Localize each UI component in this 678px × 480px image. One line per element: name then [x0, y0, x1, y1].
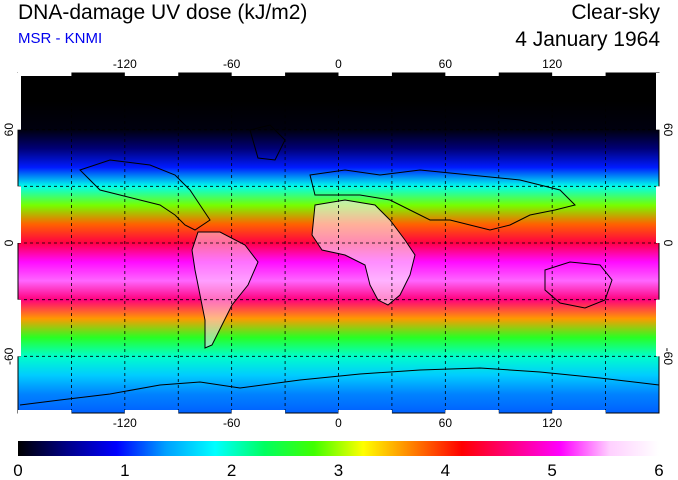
- colorbar-tick-label: 2: [227, 461, 236, 480]
- lat-tick-label-right: 60: [661, 123, 675, 137]
- colorbar-labels: 0 1 2 3 4 5 6: [13, 461, 663, 480]
- antarctica-outline: [19, 367, 660, 406]
- sky-condition-label: Clear-sky: [571, 1, 660, 24]
- colorbar-tick-label: 6: [654, 461, 663, 480]
- date-label: 4 January 1964: [515, 28, 660, 51]
- map-title: DNA-damage UV dose (kJ/m2): [18, 1, 308, 24]
- lon-tick-label-bottom: 0: [335, 416, 342, 430]
- colorbar-tick-label: 5: [547, 461, 556, 480]
- greenland-outline: [249, 124, 286, 161]
- frame-scale-segment: [124, 410, 179, 414]
- source-label: MSR - KNMI: [18, 30, 103, 47]
- lon-tick-label-top: 60: [439, 57, 453, 71]
- frame-scale-segment: [17, 186, 21, 243]
- north-america-outline: [79, 159, 211, 231]
- frame-scale-segment: [18, 72, 72, 76]
- lon-tick-label-top: 0: [335, 57, 342, 71]
- colorbar-tick-label: 3: [334, 461, 343, 480]
- lat-tick-label-left: 0: [2, 239, 16, 246]
- lon-tick-label-bottom: -60: [223, 416, 241, 430]
- africa-outline: [311, 199, 416, 306]
- lon-tick-label-top: 120: [542, 57, 562, 71]
- frame-scale-segment: [552, 72, 606, 76]
- frame-scale-segment: [17, 299, 21, 357]
- frame-scale-segment: [338, 410, 392, 414]
- frame-scale-segment: [18, 410, 72, 414]
- colorbar-tick-label: 1: [120, 461, 129, 480]
- colorbar-tick-label: 4: [441, 461, 450, 480]
- eurasia-outline: [309, 169, 576, 231]
- frame-scale-segment: [231, 410, 286, 414]
- frame-scale-segment: [656, 186, 660, 243]
- lat-tick-label-right: -60: [661, 348, 675, 366]
- frame-scale-segment: [124, 72, 179, 76]
- frame-scale-segment: [17, 73, 21, 130]
- axis-tick-labels: -120 -120 -60 -60 0 0 60 60 120 120 60 60 0 0 -60 -60: [2, 57, 675, 430]
- frame-scale-segment: [445, 72, 499, 76]
- lat-tick-label-left: 60: [2, 123, 16, 137]
- frame-scale-segment: [231, 72, 286, 76]
- australia-outline: [544, 261, 613, 309]
- frame-scale-segment: [338, 72, 392, 76]
- south-america-outline: [191, 231, 259, 349]
- lon-tick-label-bottom: 60: [439, 416, 453, 430]
- frame-scale-segment: [656, 299, 660, 357]
- lon-tick-label-top: -60: [223, 57, 241, 71]
- lat-tick-label-left: -60: [2, 347, 16, 365]
- colorbar: [18, 441, 659, 456]
- lon-tick-label-bottom: 120: [542, 416, 562, 430]
- lat-tick-label-right: 0: [661, 240, 675, 247]
- frame-scale-segment: [552, 410, 606, 414]
- graticule: [18, 73, 659, 413]
- frame-scale-segment: [445, 410, 499, 414]
- colorbar-tick-label: 0: [13, 461, 22, 480]
- frame-scale-bars: [17, 72, 660, 414]
- lon-tick-label-bottom: -120: [113, 416, 137, 430]
- frame-scale-segment: [656, 73, 660, 130]
- continents: [19, 124, 660, 406]
- lon-tick-label-top: -120: [113, 57, 137, 71]
